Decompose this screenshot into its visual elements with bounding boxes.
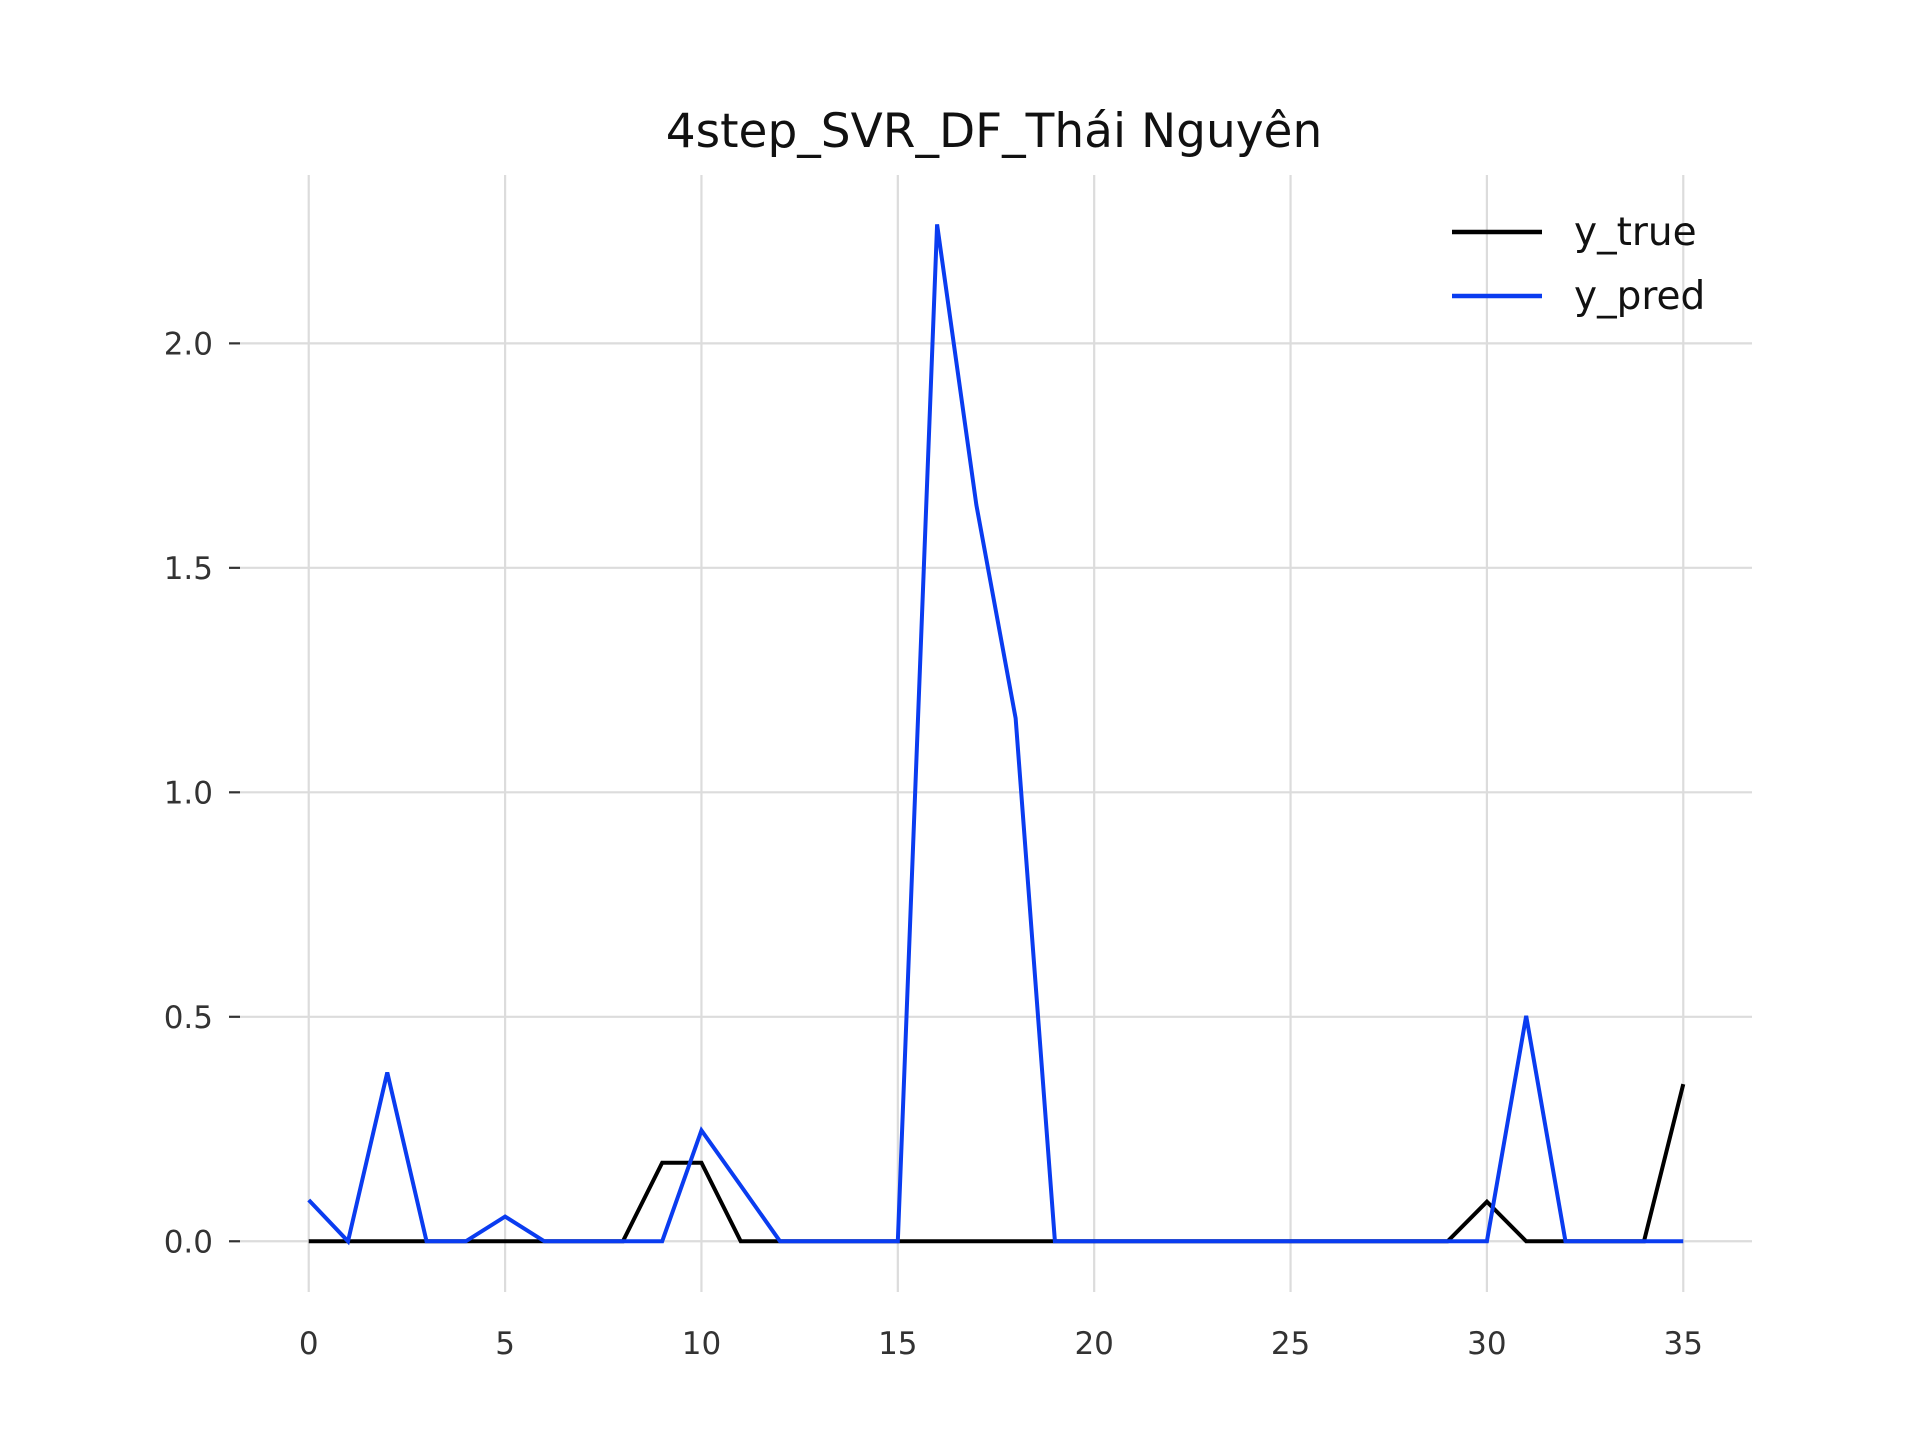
x-tick-label: 35 [1664,1326,1703,1362]
x-tick-label: 5 [495,1326,515,1362]
y-tick-label: 2.0 [164,326,213,362]
series-line-y-pred [307,224,1684,1246]
y-tick-label: 0.5 [164,1000,213,1036]
legend: y_true y_pred [1452,210,1705,319]
y-tick-label: 1.5 [164,551,213,587]
x-tick-label: 0 [299,1326,319,1362]
chart-title: 4step_SVR_DF_Thái Nguyên [666,104,1323,159]
series-lines [307,224,1686,1246]
legend-label-y-pred: y_pred [1574,274,1705,319]
x-tick-label: 20 [1074,1326,1113,1362]
grid-lines [240,175,1752,1292]
x-tick-label: 15 [878,1326,917,1362]
x-tick-label: 30 [1467,1326,1506,1362]
y-tick-label: 1.0 [164,775,213,811]
legend-label-y-true: y_true [1574,210,1697,255]
x-tick-label: 25 [1271,1326,1310,1362]
series-line-y-true [308,1083,1686,1244]
x-tick-label: 10 [682,1326,721,1362]
axis-ticks: 0 5 10 15 20 25 30 35 0.0 0.5 1.0 1.5 2.0 [164,326,1703,1362]
y-tick-label: 0.0 [164,1224,213,1260]
